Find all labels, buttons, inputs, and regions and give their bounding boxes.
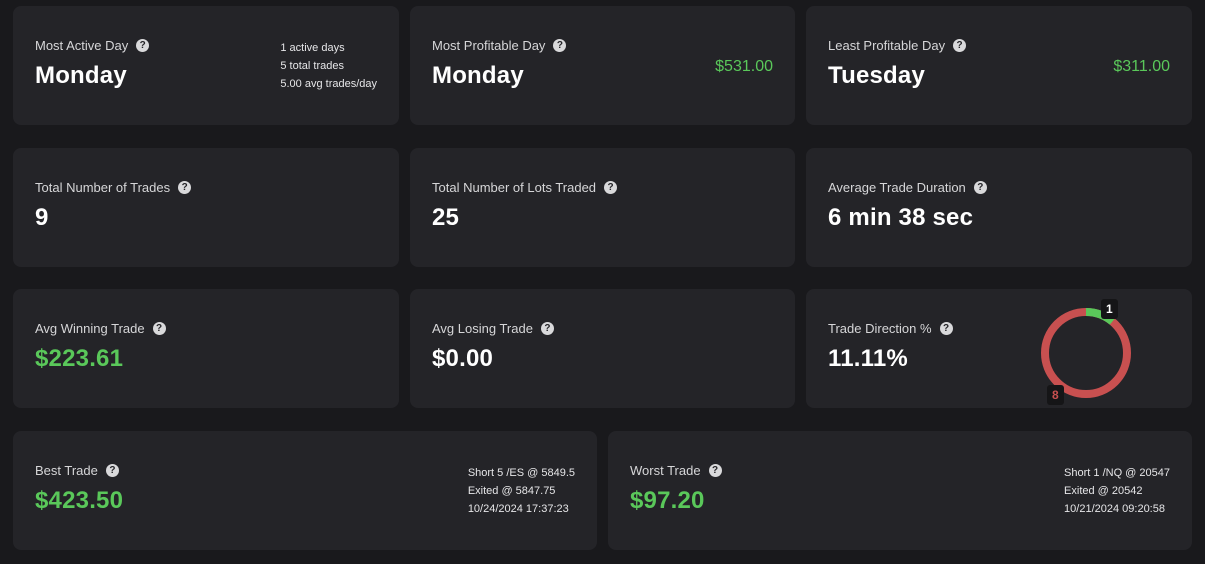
total-lots-card: Total Number of Lots Traded ? 25 — [410, 148, 795, 267]
card-title: Total Number of Lots Traded ? — [432, 180, 618, 195]
donut-short-segment[interactable] — [1041, 308, 1131, 398]
long-count-badge: 1 — [1101, 299, 1118, 319]
worst-trade-value: $97.20 — [630, 487, 705, 514]
card-title-text: Avg Winning Trade — [35, 321, 145, 336]
most-profitable-day-card: Most Profitable Day ? Monday $531.00 — [410, 6, 795, 125]
help-icon[interactable]: ? — [178, 181, 192, 194]
help-icon[interactable]: ? — [105, 464, 119, 477]
card-title-text: Worst Trade — [630, 463, 701, 478]
card-title-text: Avg Losing Trade — [432, 321, 533, 336]
card-title: Least Profitable Day ? — [828, 38, 967, 53]
trade-direction-donut[interactable]: 1 8 — [1034, 293, 1144, 409]
most-active-day-value: Monday — [35, 62, 127, 89]
card-title-text: Least Profitable Day — [828, 38, 946, 53]
donut-chart — [1041, 308, 1131, 398]
card-title-text: Most Active Day — [35, 38, 129, 53]
worst-trade-exit: Exited @ 20542 — [1064, 485, 1143, 497]
help-icon[interactable]: ? — [939, 322, 953, 335]
card-title: Avg Losing Trade ? — [432, 321, 554, 336]
card-title-text: Best Trade — [35, 463, 98, 478]
total-lots-value: 25 — [432, 204, 460, 231]
best-trade-exit: Exited @ 5847.75 — [467, 485, 556, 497]
trade-direction-value: 11.11% — [828, 345, 908, 372]
donut-long-segment[interactable] — [1041, 308, 1131, 398]
avg-winning-trade-card: Avg Winning Trade ? $223.61 — [13, 289, 399, 408]
card-title: Avg Winning Trade ? — [35, 321, 166, 336]
active-days-text: 1 active days — [280, 42, 345, 54]
card-title-text: Trade Direction % — [828, 321, 932, 336]
worst-trade-card: Worst Trade ? $97.20 Short 1 /NQ @ 20547… — [608, 431, 1192, 550]
card-title-text: Total Number of Lots Traded — [432, 180, 597, 195]
avg-trade-duration-card: Average Trade Duration ? 6 min 38 sec — [806, 148, 1192, 267]
most-active-day-details: 1 active days 5 total trades 5.00 avg tr… — [280, 39, 377, 93]
worst-trade-entry: Short 1 /NQ @ 20547 — [1064, 467, 1170, 479]
least-profitable-day-amount: $311.00 — [1113, 58, 1170, 75]
card-title: Best Trade ? — [35, 463, 119, 478]
total-trades-text: 5 total trades — [280, 60, 344, 72]
help-icon[interactable]: ? — [973, 181, 987, 194]
card-title: Most Active Day ? — [35, 38, 150, 53]
card-title: Most Profitable Day ? — [432, 38, 567, 53]
avg-trades-per-day-text: 5.00 avg trades/day — [280, 78, 377, 90]
least-profitable-day-card: Least Profitable Day ? Tuesday $311.00 — [806, 6, 1192, 125]
help-icon[interactable]: ? — [136, 39, 150, 52]
most-profitable-day-value: Monday — [432, 62, 524, 89]
avg-trade-duration-value: 6 min 38 sec — [828, 204, 974, 231]
best-trade-timestamp: 10/24/2024 17:37:23 — [467, 503, 569, 515]
card-title: Worst Trade ? — [630, 463, 722, 478]
trade-direction-card: Trade Direction % ? 11.11% 1 8 — [806, 289, 1192, 408]
best-trade-card: Best Trade ? $423.50 Short 5 /ES @ 5849.… — [13, 431, 597, 550]
card-title: Average Trade Duration ? — [828, 180, 987, 195]
card-title-text: Total Number of Trades — [35, 180, 171, 195]
help-icon[interactable]: ? — [152, 322, 166, 335]
help-icon[interactable]: ? — [540, 322, 554, 335]
avg-losing-trade-value: $0.00 — [432, 345, 494, 372]
worst-trade-details: Short 1 /NQ @ 20547 Exited @ 20542 10/21… — [1064, 464, 1170, 518]
best-trade-value: $423.50 — [35, 487, 124, 514]
best-trade-details: Short 5 /ES @ 5849.5 Exited @ 5847.75 10… — [468, 464, 575, 518]
card-title-text: Average Trade Duration — [828, 180, 966, 195]
total-trades-value: 9 — [35, 204, 49, 231]
help-icon[interactable]: ? — [953, 39, 967, 52]
total-trades-card: Total Number of Trades ? 9 — [13, 148, 399, 267]
avg-losing-trade-card: Avg Losing Trade ? $0.00 — [410, 289, 795, 408]
card-title-text: Most Profitable Day — [432, 38, 546, 53]
least-profitable-day-value: Tuesday — [828, 62, 925, 89]
avg-winning-trade-value: $223.61 — [35, 345, 124, 372]
best-trade-entry: Short 5 /ES @ 5849.5 — [467, 467, 575, 479]
help-icon[interactable]: ? — [553, 39, 567, 52]
short-count-badge: 8 — [1047, 385, 1064, 405]
help-icon[interactable]: ? — [604, 181, 618, 194]
most-profitable-day-amount: $531.00 — [715, 58, 773, 75]
most-active-day-card: Most Active Day ? Monday 1 active days 5… — [13, 6, 399, 125]
card-title: Total Number of Trades ? — [35, 180, 192, 195]
help-icon[interactable]: ? — [708, 464, 722, 477]
worst-trade-timestamp: 10/21/2024 09:20:58 — [1064, 503, 1165, 515]
card-title: Trade Direction % ? — [828, 321, 953, 336]
